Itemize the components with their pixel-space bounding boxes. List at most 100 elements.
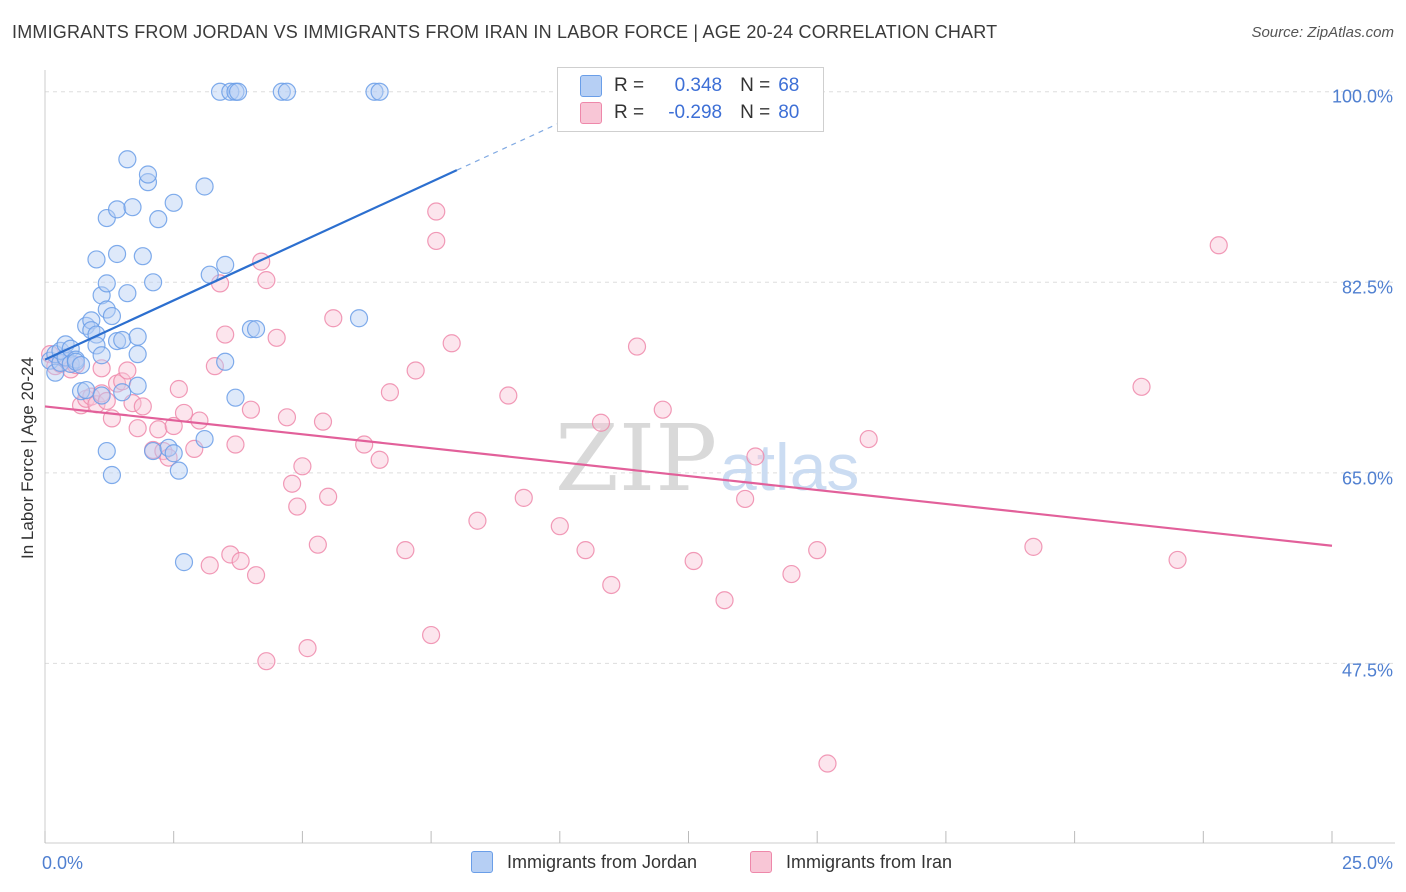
jordan-point <box>87 250 106 269</box>
iran-legend-label: Immigrants from Iran <box>786 851 953 872</box>
iran-point <box>591 413 611 432</box>
iran-point <box>406 361 425 380</box>
jordan-point <box>272 82 291 101</box>
iran-point <box>468 511 487 530</box>
iran-point <box>216 325 235 344</box>
iran-point <box>231 551 250 571</box>
iran-point <box>427 202 446 221</box>
axes <box>44 70 1395 844</box>
iran-point <box>149 420 168 439</box>
iran-point <box>226 435 245 454</box>
jordan-swatch <box>580 75 602 97</box>
iran-n-value: 80 <box>778 102 800 123</box>
jordan-point <box>128 376 147 395</box>
jordan-point <box>164 444 183 463</box>
iran-point <box>427 231 446 251</box>
jordan-point <box>133 247 152 266</box>
jordan-point <box>226 388 245 407</box>
iran-point <box>576 541 595 560</box>
y-tick-label: 100.0% <box>1331 86 1393 107</box>
jordan-point <box>128 327 147 346</box>
jordan-trendline <box>44 169 458 361</box>
iran-point <box>257 652 276 671</box>
jordan-n-label: N = <box>740 75 771 96</box>
iran-r-value: -0.298 <box>668 102 723 123</box>
iran-point <box>1209 236 1228 255</box>
iran-point <box>1132 377 1151 396</box>
jordan-n-value: 68 <box>778 75 800 96</box>
jordan-point <box>195 177 214 196</box>
iran-point <box>627 337 647 356</box>
jordan-point <box>221 82 240 101</box>
bottom-legend-iran[interactable]: Immigrants from Iran <box>750 851 952 873</box>
jordan-trendline-extension <box>456 115 576 171</box>
jordan-point <box>228 82 248 101</box>
iran-point <box>514 488 533 507</box>
iran-point <box>602 575 621 595</box>
jordan-r-label: R = <box>614 75 645 96</box>
jordan-point <box>118 150 137 169</box>
jordan-point <box>164 193 183 212</box>
jordan-point <box>107 244 127 264</box>
jordan-point <box>118 284 137 303</box>
chart-title: IMMIGRANTS FROM JORDAN VS IMMIGRANTS FRO… <box>12 22 998 42</box>
iran-point <box>308 535 327 554</box>
jordan-point <box>82 311 101 330</box>
y-tick-label: 47.5% <box>1341 660 1393 681</box>
jordan-point <box>149 210 168 229</box>
jordan-point <box>107 200 127 219</box>
jordan-legend-swatch <box>471 851 493 873</box>
iran-point <box>1168 550 1187 570</box>
iran-point <box>319 487 338 506</box>
stats-legend: R = 0.348 N = 68 R = -0.298 N = 80 <box>557 67 824 132</box>
iran-point <box>241 400 261 419</box>
iran-point <box>257 271 276 290</box>
iran-point <box>808 541 827 560</box>
iran-point <box>442 334 461 353</box>
jordan-series <box>41 82 389 572</box>
jordan-point <box>77 380 96 400</box>
iran-point <box>355 435 374 454</box>
jordan-point <box>246 320 266 339</box>
jordan-point <box>123 198 142 217</box>
iran-point <box>859 429 878 449</box>
iran-point <box>782 564 801 584</box>
iran-point <box>499 386 518 405</box>
jordan-point <box>144 441 163 461</box>
iran-point <box>653 400 672 419</box>
y-tick-label: 65.0% <box>1341 468 1393 489</box>
jordan-r-value: 0.348 <box>674 75 723 96</box>
iran-point <box>283 474 302 493</box>
jordan-point <box>370 82 389 101</box>
iran-point <box>550 517 569 536</box>
y-axis-label: In Labor Force | Age 20-24 <box>18 357 37 559</box>
iran-point <box>818 754 837 773</box>
iran-point <box>736 489 755 509</box>
iran-point <box>298 639 317 658</box>
iran-point <box>190 411 209 430</box>
iran-swatch <box>580 102 602 124</box>
jordan-point <box>349 309 369 328</box>
iran-trendline <box>44 405 1333 547</box>
jordan-point <box>144 273 163 292</box>
jordan-point <box>210 82 230 101</box>
jordan-point <box>71 355 91 375</box>
iran-series <box>41 202 1228 773</box>
iran-point <box>370 450 389 469</box>
jordan-point <box>174 553 194 572</box>
iran-point <box>200 556 219 575</box>
jordan-point <box>92 386 111 405</box>
iran-point <box>380 383 400 402</box>
bottom-legend-jordan[interactable]: Immigrants from Jordan <box>471 851 697 873</box>
jordan-point <box>241 320 261 339</box>
x-tick-label: 25.0% <box>1341 853 1393 873</box>
jordan-point <box>113 383 132 402</box>
jordan-point <box>102 465 122 485</box>
watermark-zip: ZIP <box>555 405 717 512</box>
iran-point <box>277 408 297 427</box>
iran-n-label: N = <box>740 102 771 123</box>
iran-r-label: R = <box>614 102 645 123</box>
iran-point <box>324 309 343 328</box>
x-tick-label: 0.0% <box>42 853 84 873</box>
